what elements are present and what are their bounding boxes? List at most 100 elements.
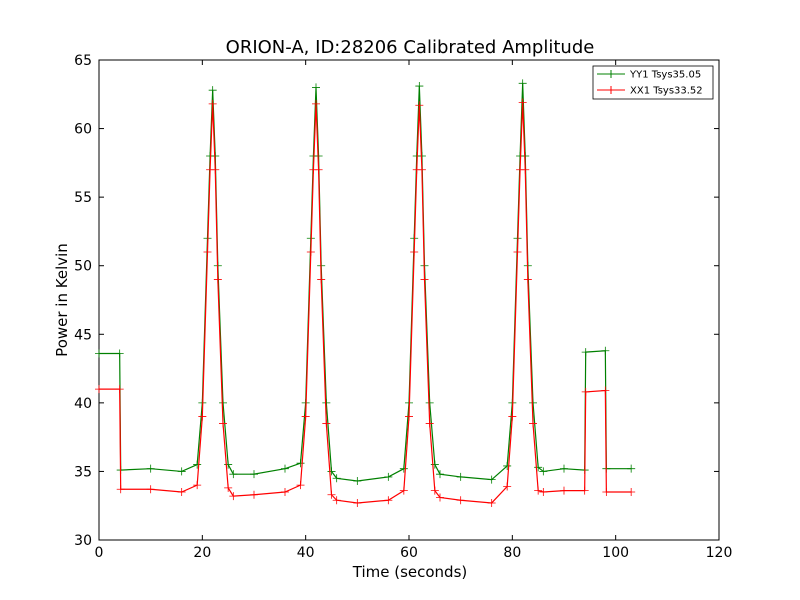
x-tick-label: 0 [95,545,104,561]
y-tick-label: 60 [74,122,92,138]
data-point-xx1 [115,385,124,394]
data-point-xx1 [601,386,610,395]
data-point-yy1 [425,398,434,407]
data-point-yy1 [177,467,186,476]
data-point-yy1 [193,460,202,469]
data-point-xx1 [430,486,439,495]
data-point-yy1 [503,461,512,470]
data-point-xx1 [332,496,341,505]
data-point-xx1 [224,483,233,492]
y-tick-label: 50 [74,259,92,275]
y-tick-label: 45 [74,327,92,343]
legend-marker-xx1 [607,86,615,94]
data-point-xx1 [436,493,444,502]
x-tick-label: 120 [706,545,733,561]
data-point-xx1 [327,490,336,499]
data-point-yy1 [529,398,537,407]
plot-area [95,59,720,541]
data-point-yy1 [327,467,336,476]
data-point-yy1 [296,459,305,468]
x-tick-label: 20 [193,545,211,561]
data-point-xx1 [301,412,310,421]
legend-item-yy1: YY1 Tsys35.05 [597,70,701,81]
data-point-xx1 [95,385,103,394]
legend: YY1 Tsys35.05 XX1 Tsys33.52 [592,65,714,100]
y-tick-label: 40 [74,396,92,412]
data-point-yy1 [281,464,289,473]
data-point-xx1 [296,481,305,490]
x-tick-label: 40 [297,545,315,561]
plot-frame [98,59,720,541]
data-point-yy1 [539,467,548,476]
data-point-yy1 [487,475,496,484]
data-point-yy1 [534,463,543,472]
data-point-yy1 [229,470,238,479]
data-point-yy1 [518,79,527,88]
data-point-xx1 [523,275,532,284]
data-point-xx1 [322,419,331,428]
data-point-xx1 [384,496,393,505]
data-point-xx1 [203,248,212,256]
data-point-yy1 [384,472,393,481]
data-point-xx1 [456,496,465,505]
legend-label-yy1: YY1 Tsys35.05 [629,70,701,81]
data-point-xx1 [229,492,238,501]
data-point-xx1 [177,488,186,496]
data-point-xx1 [560,486,568,495]
data-point-yy1 [115,349,124,358]
data-point-xx1 [410,248,419,256]
data-point-xx1 [529,419,537,428]
data-point-xx1 [281,488,289,496]
data-point-xx1 [534,486,543,495]
data-point-xx1 [487,498,496,507]
data-point-xx1 [503,482,512,491]
data-point-yy1 [224,460,233,469]
data-point-yy1 [456,472,465,481]
data-point-yy1 [146,464,155,473]
data-point-yy1 [399,464,408,473]
data-point-xx1 [146,485,155,494]
x-tick-label: 80 [503,545,521,561]
data-point-xx1 [317,275,326,284]
x-tick-label: 60 [400,545,418,561]
series-xx1 [95,98,636,507]
x-axis-label: Time (seconds) [352,563,468,581]
data-point-yy1 [219,398,227,407]
y-axis-label: Power in Kelvin [53,243,71,357]
data-point-yy1 [560,464,568,473]
data-point-xx1 [521,165,530,174]
data-point-xx1 [193,481,202,490]
data-point-yy1 [250,470,258,479]
chart-title: ORION-A, ID:28206 Calibrated Amplitude [226,37,595,58]
data-point-xx1 [581,387,590,396]
y-tick-label: 35 [74,464,92,480]
y-tick-label: 65 [74,53,92,69]
data-point-yy1 [436,470,444,479]
data-point-xx1 [399,486,408,495]
data-point-xx1 [417,165,426,174]
data-point-xx1 [580,486,589,495]
data-point-yy1 [430,460,439,469]
data-point-xx1 [314,165,323,174]
data-point-xx1 [219,419,227,428]
data-point-xx1 [211,165,220,174]
data-point-xx1 [539,488,548,496]
data-point-yy1 [332,474,341,483]
data-point-xx1 [420,275,429,284]
y-tick-label: 55 [74,190,92,206]
data-point-xx1 [353,498,362,507]
y-axis-ticks: 30 35 40 45 50 55 60 65 [74,53,719,549]
data-point-xx1 [250,490,258,499]
data-point-xx1 [213,275,222,284]
x-axis-ticks: 0 20 40 60 80 100 120 [95,60,733,561]
data-point-yy1 [95,349,103,358]
data-point-yy1 [601,346,610,355]
data-point-xx1 [518,98,527,107]
legend-marker-yy1 [607,70,615,78]
data-point-xx1 [425,419,434,428]
data-point-yy1 [322,398,331,407]
legend-box [592,65,714,100]
data-point-xx1 [508,412,517,421]
data-point-xx1 [415,101,424,110]
